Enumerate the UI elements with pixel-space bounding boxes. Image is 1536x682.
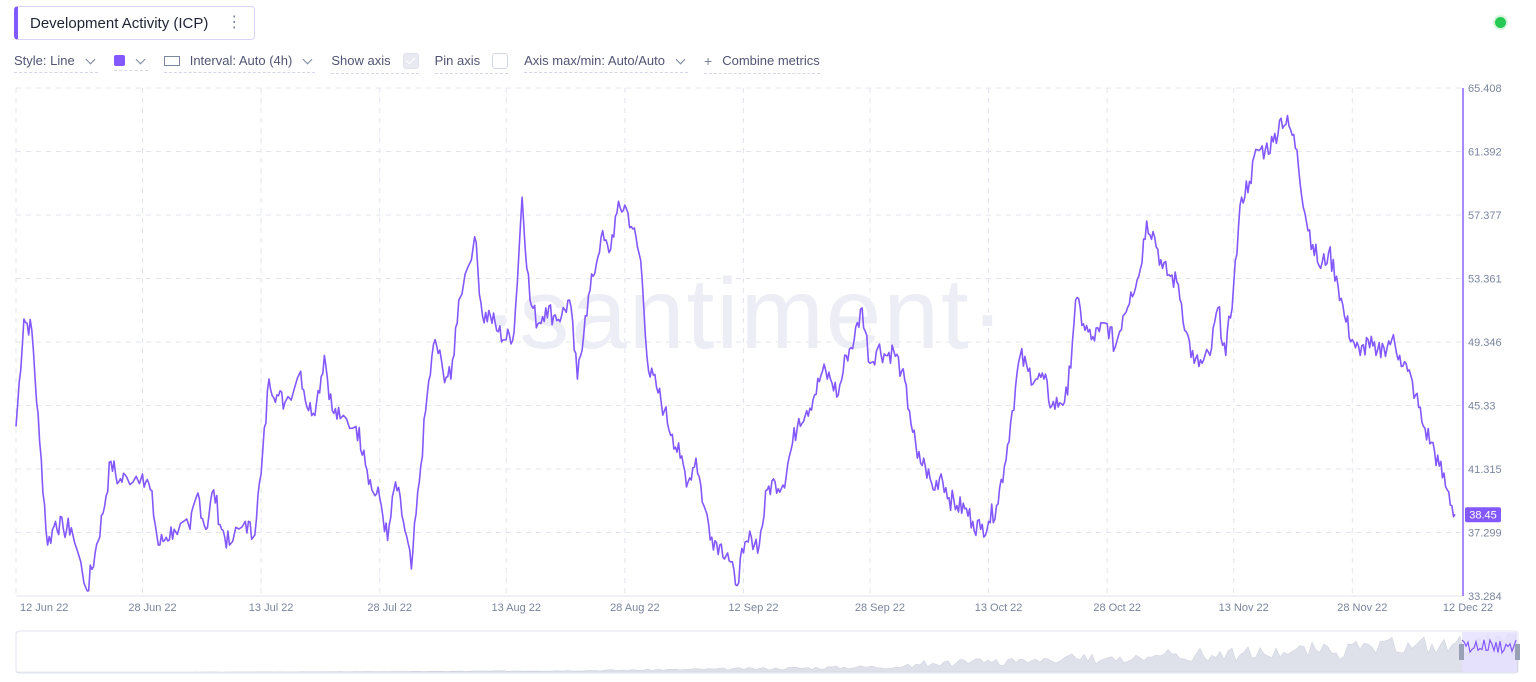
x-tick-label: 28 Aug 22 bbox=[610, 602, 660, 614]
pin-axis-label: Pin axis bbox=[434, 53, 481, 68]
navigator-selection[interactable] bbox=[1462, 632, 1517, 672]
ruler-icon bbox=[163, 55, 180, 66]
status-dot-icon bbox=[1495, 17, 1506, 28]
last-value-bg bbox=[1465, 507, 1501, 523]
y-tick-label: 49.346 bbox=[1468, 337, 1502, 349]
kebab-icon[interactable]: ⋮ bbox=[226, 14, 243, 31]
y-tick-label: 41.315 bbox=[1468, 464, 1502, 476]
y-tick-label: 45.33 bbox=[1468, 401, 1496, 413]
interval-label: Interval: Auto (4h) bbox=[189, 53, 293, 68]
combine-metrics-label: Combine metrics bbox=[722, 53, 820, 68]
color-picker[interactable] bbox=[113, 54, 148, 71]
watermark: ·santiment· bbox=[484, 258, 1006, 370]
x-tick-label: 13 Jul 22 bbox=[249, 602, 294, 614]
chart-toolbar: Style: Line Interval: Auto (4h) Show axi… bbox=[14, 52, 836, 74]
plus-icon: + bbox=[704, 52, 713, 69]
y-tick-labels: 65.408 61.392 57.377 53.361 49.346 45.33 41.31… bbox=[1468, 83, 1502, 603]
interval-dropdown[interactable]: Interval: Auto (4h) bbox=[163, 53, 316, 73]
chart-title: Development Activity (ICP) bbox=[30, 14, 209, 32]
series-line[interactable] bbox=[15, 114, 1456, 592]
show-axis-label: Show axis bbox=[331, 53, 391, 68]
x-tick-label: 28 Nov 22 bbox=[1337, 602, 1387, 614]
chart-title-box[interactable]: Development Activity (ICP) ⋮ bbox=[14, 6, 256, 40]
last-value-label: 38.45 bbox=[1469, 509, 1497, 521]
x-tick-label: 13 Aug 22 bbox=[491, 602, 541, 614]
y-tick-label: 65.408 bbox=[1468, 83, 1502, 95]
last-value-marker: 38.45 bbox=[1465, 507, 1501, 523]
axis-minmax-label: Axis max/min: Auto/Auto bbox=[524, 53, 666, 68]
y-tick-label: 53.361 bbox=[1468, 274, 1502, 286]
style-label: Style: Line bbox=[14, 53, 75, 68]
x-tick-label: 28 Oct 22 bbox=[1093, 602, 1141, 614]
x-tick-labels: 12 Jun 22 28 Jun 22 13 Jul 22 28 Jul 22 13 A… bbox=[20, 602, 1493, 614]
navigator-left-handle[interactable] bbox=[1459, 644, 1464, 660]
x-tick-label: 28 Jul 22 bbox=[367, 602, 412, 614]
x-tick-label: 28 Jun 22 bbox=[128, 602, 176, 614]
x-tick-label: 13 Oct 22 bbox=[975, 602, 1023, 614]
x-tick-label: 12 Dec 22 bbox=[1443, 602, 1493, 614]
y-tick-label: 37.299 bbox=[1468, 528, 1502, 540]
style-dropdown[interactable]: Style: Line bbox=[14, 53, 98, 73]
y-tick-label: 57.377 bbox=[1468, 210, 1502, 222]
axis-minmax-dropdown[interactable]: Axis max/min: Auto/Auto bbox=[524, 53, 689, 73]
color-swatch-icon bbox=[113, 55, 125, 66]
y-tick-label: 61.392 bbox=[1468, 147, 1502, 159]
show-axis-checkbox[interactable] bbox=[402, 52, 419, 69]
pin-axis-toggle[interactable]: Pin axis bbox=[434, 52, 509, 74]
navigator-area bbox=[16, 632, 1519, 673]
x-tick-label: 12 Sep 22 bbox=[728, 602, 778, 614]
x-tick-label: 12 Jun 22 bbox=[20, 602, 68, 614]
navigator-right-handle[interactable] bbox=[1515, 644, 1520, 660]
range-navigator[interactable] bbox=[15, 630, 1520, 674]
pin-axis-checkbox[interactable] bbox=[492, 52, 509, 69]
combine-metrics-button[interactable]: + Combine metrics bbox=[704, 53, 820, 74]
x-tick-label: 28 Sep 22 bbox=[855, 602, 905, 614]
x-tick-label: 13 Nov 22 bbox=[1219, 602, 1269, 614]
show-axis-toggle[interactable]: Show axis bbox=[331, 52, 419, 74]
y-tick-label: 33.284 bbox=[1468, 591, 1502, 603]
navigator-selection-line bbox=[1461, 638, 1517, 655]
